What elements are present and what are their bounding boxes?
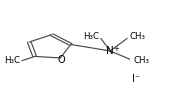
Text: N: N (106, 46, 114, 56)
Text: I⁻: I⁻ (132, 74, 140, 84)
Text: H₃C: H₃C (5, 56, 21, 65)
Text: O: O (58, 55, 65, 65)
Text: +: + (113, 46, 119, 52)
Text: H₃C: H₃C (83, 31, 99, 40)
Text: CH₃: CH₃ (133, 56, 149, 65)
Text: CH₃: CH₃ (130, 31, 146, 40)
